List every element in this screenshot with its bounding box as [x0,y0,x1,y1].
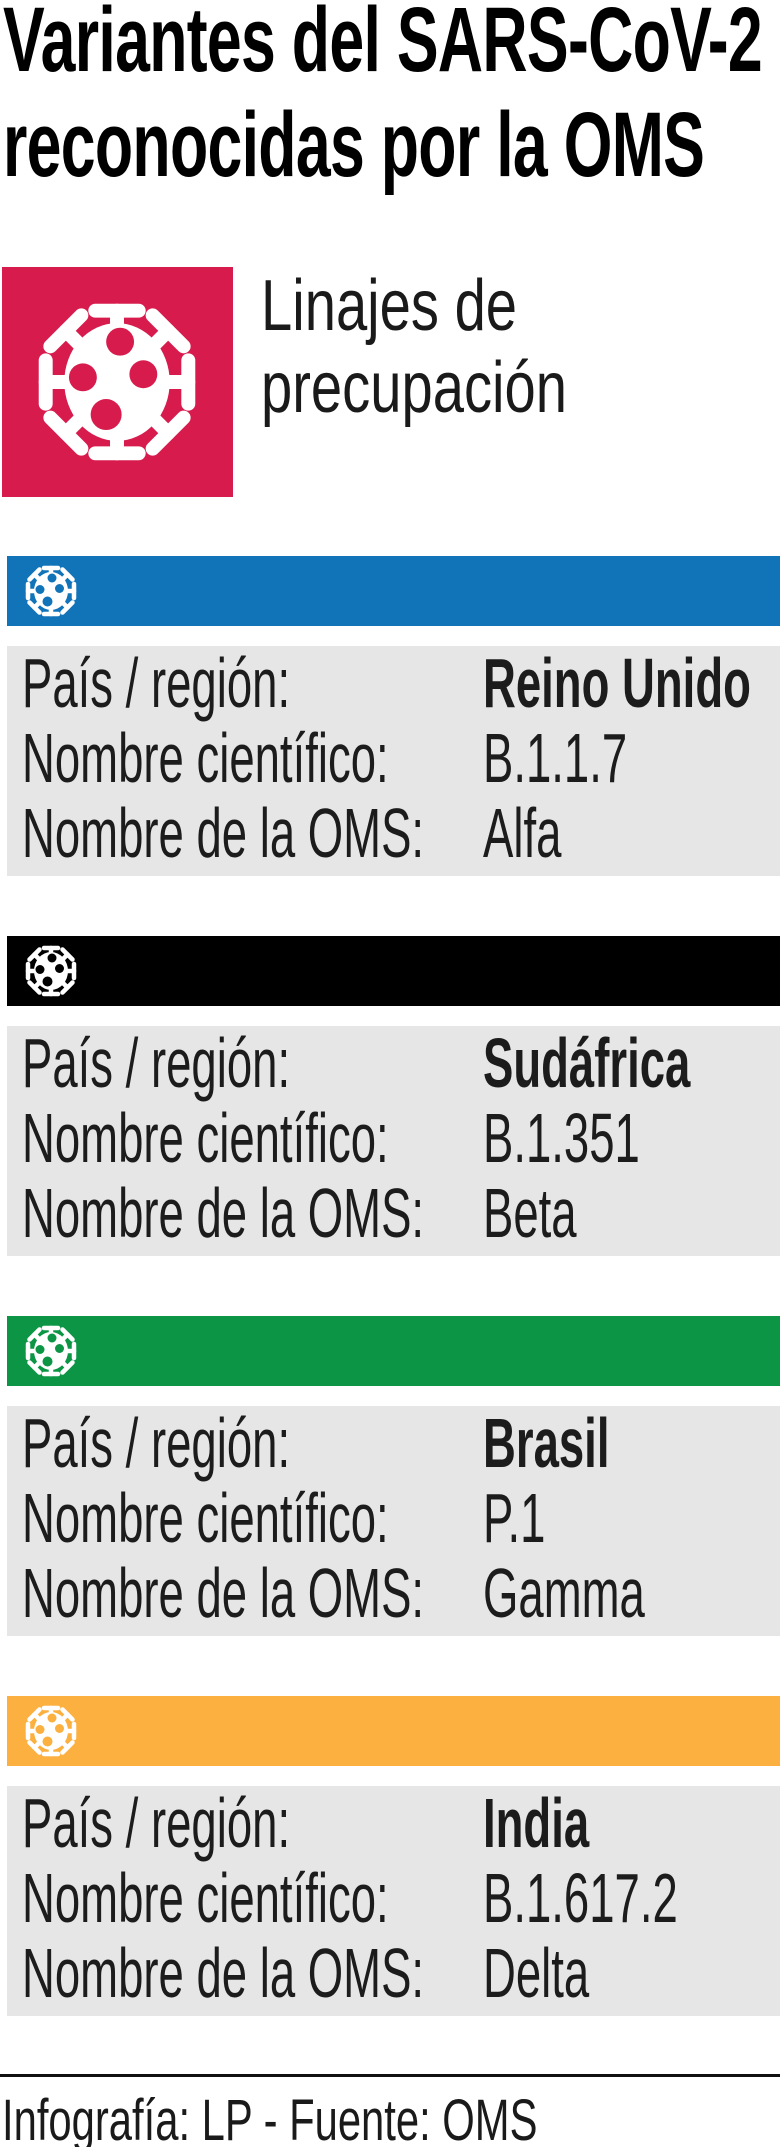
virus-icon [21,941,81,1001]
label-region: País / región: [22,1784,291,1862]
label-scientific: Nombre científico: [22,719,389,797]
value-scientific: P.1 [483,1479,546,1557]
value-who: Delta [483,1934,590,2012]
label-region: País / región: [22,1404,291,1482]
value-who: Gamma [483,1554,645,1632]
footer-credit: Infografía: LP - Fuente: OMS [2,2088,538,2147]
value-who: Beta [483,1174,577,1252]
virus-icon [24,289,210,475]
footer-divider [0,2074,780,2077]
value-scientific: B.1.351 [483,1099,640,1177]
label-region: País / región: [22,644,291,722]
label-who: Nombre de la OMS: [22,794,425,872]
label-who: Nombre de la OMS: [22,1554,425,1632]
label-who: Nombre de la OMS: [22,1934,425,2012]
value-who: Alfa [483,794,562,872]
label-scientific: Nombre científico: [22,1859,389,1937]
variant-panel-beta: País / región: Sudáfrica Nombre científi… [7,1026,780,1256]
page-title-line-1: Variantes del SARS-CoV-2 [3,0,763,91]
legend-caption-line-2: precupación [261,348,567,428]
variant-bar-delta [7,1696,780,1766]
variant-panel-delta: País / región: India Nombre científico: … [7,1786,780,2016]
value-region: Reino Unido [483,644,751,722]
virus-icon [21,561,81,621]
page-title-line-2: reconocidas por la OMS [3,94,705,196]
value-region: Brasil [483,1404,610,1482]
value-scientific: B.1.617.2 [483,1859,678,1937]
label-who: Nombre de la OMS: [22,1174,425,1252]
value-scientific: B.1.1.7 [483,719,628,797]
virus-icon [21,1701,81,1761]
variant-bar-alfa [7,556,780,626]
variant-panel-alfa: País / región: Reino Unido Nombre cientí… [7,646,780,876]
legend-caption-line-1: Linajes de [261,266,518,346]
variant-bar-gamma [7,1316,780,1386]
variant-panel-gamma: País / región: Brasil Nombre científico:… [7,1406,780,1636]
variant-bar-beta [7,936,780,1006]
label-scientific: Nombre científico: [22,1099,389,1177]
label-region: País / región: [22,1024,291,1102]
value-region: India [483,1784,590,1862]
virus-icon [21,1321,81,1381]
label-scientific: Nombre científico: [22,1479,389,1557]
value-region: Sudáfrica [483,1024,691,1102]
